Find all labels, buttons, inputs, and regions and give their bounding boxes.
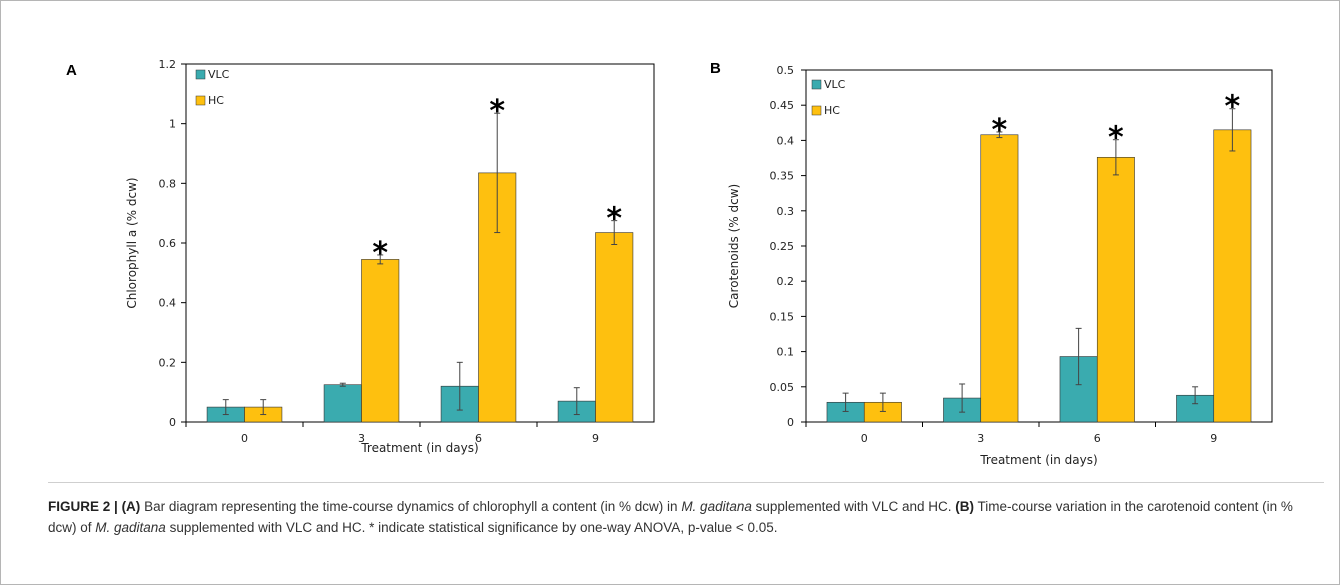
y-tick-label-b: 0.4	[777, 134, 795, 147]
bar-vlc-a	[323, 384, 362, 423]
x-tick-label-b: 0	[861, 432, 868, 445]
x-axis-title-a: Treatment (in days)	[360, 441, 478, 455]
plot-area-b	[805, 69, 1273, 423]
bar-hc-a	[361, 259, 400, 423]
y-tick-label-b: 0.3	[777, 205, 795, 218]
caption-panel-a-text-1: Bar diagram representing the time-course…	[140, 499, 682, 514]
x-tick-label-a: 0	[241, 432, 248, 445]
significance-star-b: *	[1108, 121, 1124, 156]
y-tick-label-b: 0.15	[770, 310, 795, 323]
y-tick-label-a: 0.8	[159, 177, 177, 190]
x-tick-label-a: 6	[475, 432, 482, 445]
figure-caption: FIGURE 2 | (A) Bar diagram representing …	[48, 496, 1323, 538]
legend-label-hc-a: HC	[208, 94, 224, 107]
x-tick-label-b: 6	[1094, 432, 1101, 445]
y-axis-title-b: Carotenoids (% dcw)	[727, 184, 741, 308]
caption-panel-b-tag: (B)	[955, 499, 974, 514]
legend-label-vlc-a: VLC	[208, 68, 230, 81]
caption-species-b: M. gaditana	[95, 520, 166, 535]
y-tick-label-b: 0.05	[770, 381, 795, 394]
x-tick-label-a: 3	[358, 432, 365, 445]
significance-star-b: *	[1225, 90, 1241, 125]
legend-swatch-hc-b	[811, 105, 822, 116]
bar-hc-b	[1213, 129, 1252, 423]
caption-panel-a-text-2: supplemented with VLC and HC.	[751, 499, 956, 514]
y-tick-label-b: 0	[787, 416, 794, 429]
legend-label-vlc-b: VLC	[824, 78, 846, 91]
caption-figure-label: FIGURE 2 |	[48, 499, 118, 514]
significance-star-a: *	[372, 236, 388, 271]
y-axis-title-a: Chlorophyll a (% dcw)	[125, 177, 139, 308]
y-tick-label-a: 1	[169, 118, 176, 131]
bar-hc-b	[980, 134, 1019, 423]
x-tick-label-b: 9	[1210, 432, 1217, 445]
y-tick-label-b: 0.25	[770, 240, 795, 253]
legend-swatch-vlc-b	[811, 79, 822, 90]
y-tick-label-b: 0.1	[777, 346, 795, 359]
significance-star-b: *	[992, 113, 1008, 148]
panel-label-a: A	[66, 62, 77, 79]
y-tick-label-a: 0.6	[159, 237, 177, 250]
y-tick-label-a: 0	[169, 416, 176, 429]
y-tick-label-b: 0.35	[770, 170, 795, 183]
y-tick-label-a: 0.4	[159, 297, 177, 310]
y-tick-label-b: 0.45	[770, 99, 795, 112]
bar-hc-b	[1096, 156, 1135, 423]
y-tick-label-b: 0.2	[777, 275, 795, 288]
panel-label-b: B	[710, 60, 721, 77]
x-axis-title-b: Treatment (in days)	[979, 453, 1097, 467]
y-tick-label-a: 1.2	[159, 58, 177, 71]
plot-area-a	[185, 63, 655, 423]
legend-swatch-vlc-a	[195, 69, 206, 80]
y-tick-label-a: 0.2	[159, 356, 177, 369]
x-tick-label-b: 3	[977, 432, 984, 445]
significance-star-a: *	[606, 202, 622, 237]
x-tick-label-a: 9	[592, 432, 599, 445]
caption-panel-b-text-2: supplemented with VLC and HC. * indicate…	[165, 520, 778, 535]
y-tick-label-b: 0.5	[777, 64, 795, 77]
caption-panel-b-text-1: Time-course variation in the carotenoid …	[48, 499, 1293, 535]
caption-species-a: M. gaditana	[681, 499, 752, 514]
caption-panel-a-tag: (A)	[121, 499, 141, 514]
significance-star-a: *	[489, 94, 505, 129]
caption-divider	[48, 482, 1324, 483]
bar-hc-a	[595, 232, 634, 423]
figure-charts: 0 0.2 0.4 0.6 0.8 1 1.2 0 3 * 6 * 9 * Treatment (in da…	[125, 58, 1273, 467]
legend-swatch-hc-a	[195, 95, 206, 106]
legend-label-hc-b: HC	[824, 104, 840, 117]
